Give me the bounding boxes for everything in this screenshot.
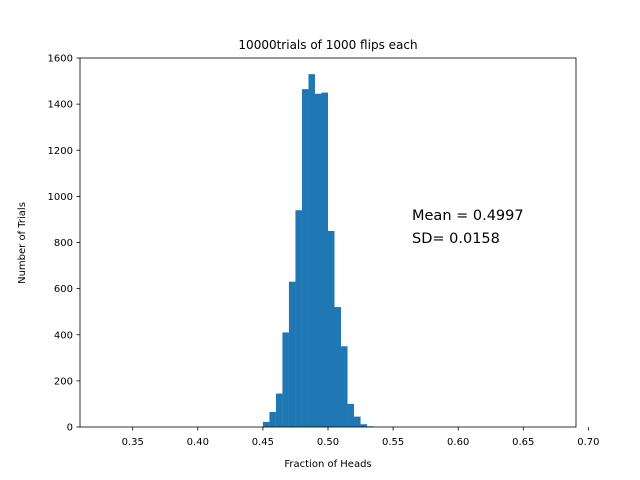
histogram-bar-4 xyxy=(288,281,296,427)
bars-group xyxy=(262,74,374,427)
histogram-bar-13 xyxy=(347,403,355,427)
histogram-bar-9 xyxy=(321,92,328,427)
histogram-bar-8 xyxy=(314,93,322,427)
sd-annotation: SD= 0.0158 xyxy=(412,231,500,247)
histogram-bar-7 xyxy=(308,74,315,427)
x-tick-label: 0.60 xyxy=(447,437,469,448)
x-tick-label: 0.50 xyxy=(317,437,339,448)
histogram-bar-5 xyxy=(295,210,302,427)
y-tick-label: 600 xyxy=(54,284,73,295)
y-tick-label: 1400 xyxy=(48,100,73,111)
y-tick-label: 400 xyxy=(54,330,73,341)
histogram-bar-1 xyxy=(269,412,276,427)
x-tick-label: 0.35 xyxy=(122,437,144,448)
histogram-bar-15 xyxy=(360,424,368,427)
x-axis-ticks: 0.35 0.40 0.45 0.50 0.55 0.60 0.65 0.70 xyxy=(122,427,600,448)
histogram-bar-3 xyxy=(282,332,289,427)
mean-annotation: Mean = 0.4997 xyxy=(412,208,524,224)
y-tick-label: 1600 xyxy=(48,54,73,65)
y-tick-label: 0 xyxy=(67,423,73,434)
y-tick-label: 200 xyxy=(54,376,73,387)
histogram-bar-12 xyxy=(341,346,348,427)
x-axis-label: Fraction of Heads xyxy=(284,459,371,470)
histogram-bar-10 xyxy=(328,230,335,427)
x-tick-label: 0.70 xyxy=(577,437,599,448)
y-axis-label: Number of Trials xyxy=(17,202,28,284)
y-tick-label: 1200 xyxy=(48,146,73,157)
x-tick-label: 0.55 xyxy=(382,437,404,448)
histogram-bar-14 xyxy=(354,416,361,427)
histogram-bar-2 xyxy=(275,393,283,427)
chart-title: 10000trials of 1000 flips each xyxy=(238,38,417,52)
histogram-bar-6 xyxy=(301,89,309,427)
x-tick-label: 0.65 xyxy=(512,437,534,448)
x-tick-label: 0.40 xyxy=(187,437,209,448)
y-tick-label: 1000 xyxy=(48,192,73,203)
histogram-bar-11 xyxy=(334,307,342,427)
y-axis-ticks: 0 200 400 600 800 1000 1200 1400 1600 xyxy=(48,54,80,434)
x-tick-label: 0.45 xyxy=(252,437,274,448)
histogram-bar-0 xyxy=(262,421,270,427)
y-tick-label: 800 xyxy=(54,238,73,249)
